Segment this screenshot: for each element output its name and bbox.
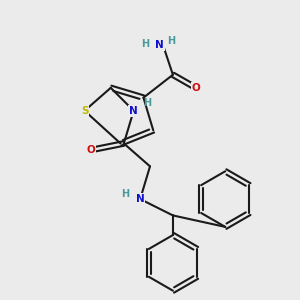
Text: H: H xyxy=(167,36,175,46)
Text: O: O xyxy=(191,83,200,93)
Text: H: H xyxy=(143,98,151,108)
Text: H: H xyxy=(141,39,149,49)
Text: N: N xyxy=(129,106,138,116)
Text: N: N xyxy=(155,40,164,50)
Text: S: S xyxy=(81,106,88,116)
Text: O: O xyxy=(87,145,95,155)
Text: H: H xyxy=(122,189,130,199)
Text: N: N xyxy=(136,194,145,204)
